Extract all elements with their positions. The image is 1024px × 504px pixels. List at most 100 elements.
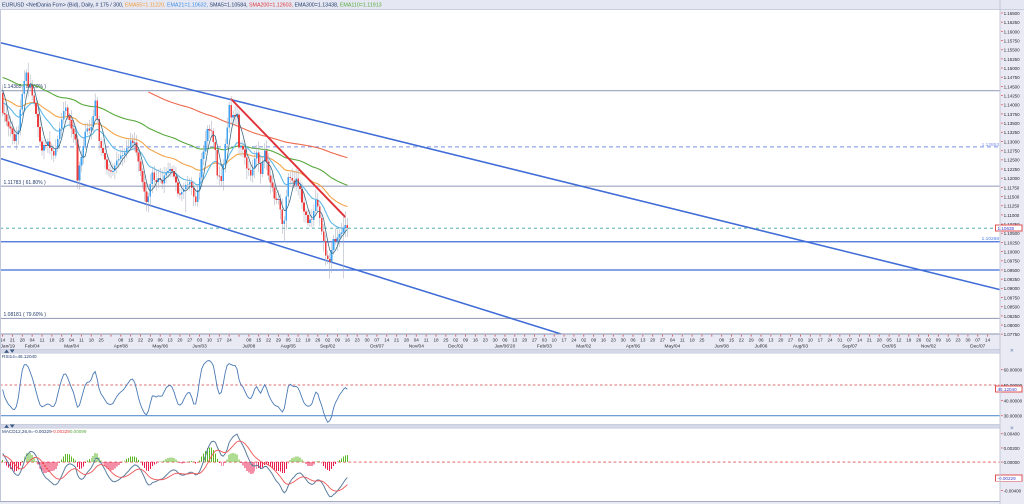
svg-text:10: 10 [552, 337, 558, 342]
svg-text:29: 29 [749, 337, 755, 342]
svg-text:22: 22 [739, 337, 745, 342]
svg-text:10: 10 [808, 337, 814, 342]
svg-text:×: × [1010, 348, 1014, 355]
svg-text:18: 18 [690, 337, 696, 342]
svg-text:Apr/08: Apr/08 [114, 343, 128, 349]
svg-text:1.14000: 1.14000 [1004, 103, 1021, 108]
svg-text:Dec/07: Dec/07 [970, 343, 986, 349]
svg-text:13: 13 [640, 337, 646, 342]
svg-text:07: 07 [847, 337, 853, 342]
svg-text:13: 13 [167, 337, 173, 342]
svg-text:1.13500: 1.13500 [1004, 121, 1021, 126]
svg-text:17: 17 [561, 337, 567, 342]
svg-text:Aug/03: Aug/03 [793, 343, 809, 349]
svg-text:20: 20 [650, 337, 656, 342]
svg-text:18: 18 [433, 337, 439, 342]
svg-text:10: 10 [207, 337, 213, 342]
svg-text:22: 22 [138, 337, 144, 342]
svg-text:1.09750: 1.09750 [1004, 259, 1021, 264]
svg-text:60.00000: 60.00000 [1004, 368, 1023, 373]
svg-text:24: 24 [227, 337, 233, 342]
svg-text:1.13000: 1.13000 [1004, 139, 1021, 144]
svg-text:1.13750: 1.13750 [1004, 112, 1021, 117]
svg-text:14: 14 [985, 337, 991, 342]
svg-text:27: 27 [660, 337, 666, 342]
svg-text:18: 18 [49, 337, 55, 342]
svg-text:02: 02 [325, 337, 331, 342]
svg-text:19: 19 [906, 337, 912, 342]
svg-text:May/06: May/06 [152, 343, 168, 349]
svg-text:09: 09 [591, 337, 597, 342]
svg-text:1.11000: 1.11000 [1004, 213, 1020, 218]
svg-text:25: 25 [99, 337, 105, 342]
svg-text:Dec/02: Dec/02 [448, 343, 464, 349]
svg-text:09: 09 [335, 337, 341, 342]
svg-text:13: 13 [768, 337, 774, 342]
svg-text:26: 26 [315, 337, 321, 342]
svg-text:16: 16 [601, 337, 607, 342]
svg-text:30: 30 [364, 337, 370, 342]
svg-text:MACD12,26,9=-0.00229-0.003290.: MACD12,26,9=-0.00229-0.003290.00099 [2, 429, 87, 434]
svg-text:29: 29 [148, 337, 154, 342]
svg-text:12: 12 [296, 337, 302, 342]
svg-text:1.10500: 1.10500 [1004, 231, 1021, 236]
svg-text:1.15750: 1.15750 [1004, 38, 1021, 43]
svg-text:×: × [1010, 425, 1014, 432]
svg-text:04: 04 [670, 337, 676, 342]
svg-text:1.13250: 1.13250 [1004, 130, 1021, 135]
svg-text:11: 11 [680, 337, 685, 342]
svg-text:Jun/08: Jun/08 [714, 343, 729, 349]
svg-text:Jan/19: Jan/19 [1, 343, 16, 349]
svg-text:19: 19 [305, 337, 311, 342]
svg-text:1.09500: 1.09500 [1004, 268, 1021, 273]
svg-text:16: 16 [345, 337, 351, 342]
svg-text:EURUSD <NetDania Fcm> (Bid), D: EURUSD <NetDania Fcm> (Bid), Daily, # 17… [2, 3, 382, 9]
svg-text:RSI14=46.12040: RSI14=46.12040 [2, 354, 37, 359]
svg-text:26: 26 [916, 337, 922, 342]
svg-text:1.10250: 1.10250 [1004, 240, 1021, 245]
svg-text:1.10638: 1.10638 [998, 226, 1015, 231]
svg-text:15: 15 [256, 337, 262, 342]
svg-text:09: 09 [936, 337, 942, 342]
svg-text:31: 31 [837, 337, 843, 342]
svg-text:Jul/08: Jul/08 [242, 343, 255, 349]
svg-text:12: 12 [896, 337, 902, 342]
svg-text:Nov/02: Nov/02 [921, 343, 937, 349]
svg-text:14: 14 [384, 337, 390, 342]
svg-text:20: 20 [778, 337, 784, 342]
svg-text:07: 07 [374, 337, 380, 342]
svg-text:06: 06 [630, 337, 636, 342]
svg-text:04: 04 [69, 337, 75, 342]
svg-text:1.12250: 1.12250 [1004, 167, 1021, 172]
svg-text:03: 03 [798, 337, 804, 342]
svg-text:Mar/04: Mar/04 [64, 343, 79, 349]
svg-text:1.10000: 1.10000 [1004, 250, 1021, 255]
svg-text:09: 09 [463, 337, 469, 342]
svg-text:1.08500: 1.08500 [1004, 305, 1021, 310]
svg-text:1.12500: 1.12500 [1004, 158, 1021, 163]
svg-text:1.14750: 1.14750 [1004, 75, 1021, 80]
svg-text:0.00200: 0.00200 [1004, 446, 1021, 451]
svg-text:1.10750: 1.10750 [1004, 222, 1021, 227]
svg-text:23: 23 [611, 337, 617, 342]
svg-text:1.07750: 1.07750 [1004, 332, 1021, 337]
svg-text:-0.00229: -0.00229 [998, 476, 1017, 481]
svg-text:24: 24 [571, 337, 577, 342]
svg-text:-0.00400: -0.00400 [1004, 488, 1022, 493]
svg-text:05: 05 [887, 337, 893, 342]
svg-text:Nov/04: Nov/04 [409, 343, 425, 349]
svg-text:0.00400: 0.00400 [1004, 432, 1021, 437]
svg-text:40.00000: 40.00000 [1004, 398, 1023, 403]
svg-text:1.14250: 1.14250 [1004, 94, 1021, 99]
svg-text:20: 20 [522, 337, 528, 342]
svg-text:Oct/07: Oct/07 [370, 343, 384, 349]
svg-text:20: 20 [177, 337, 183, 342]
svg-text:16: 16 [946, 337, 952, 342]
svg-text:0.00000: 0.00000 [1004, 460, 1021, 465]
svg-text:13: 13 [512, 337, 518, 342]
svg-text:28: 28 [877, 337, 883, 342]
svg-text:Mar/02: Mar/02 [576, 343, 591, 349]
svg-text:25: 25 [699, 337, 705, 342]
svg-text:1.11783 ( 61.80% ): 1.11783 ( 61.80% ) [4, 180, 46, 186]
svg-text:1.15250: 1.15250 [1004, 57, 1021, 62]
